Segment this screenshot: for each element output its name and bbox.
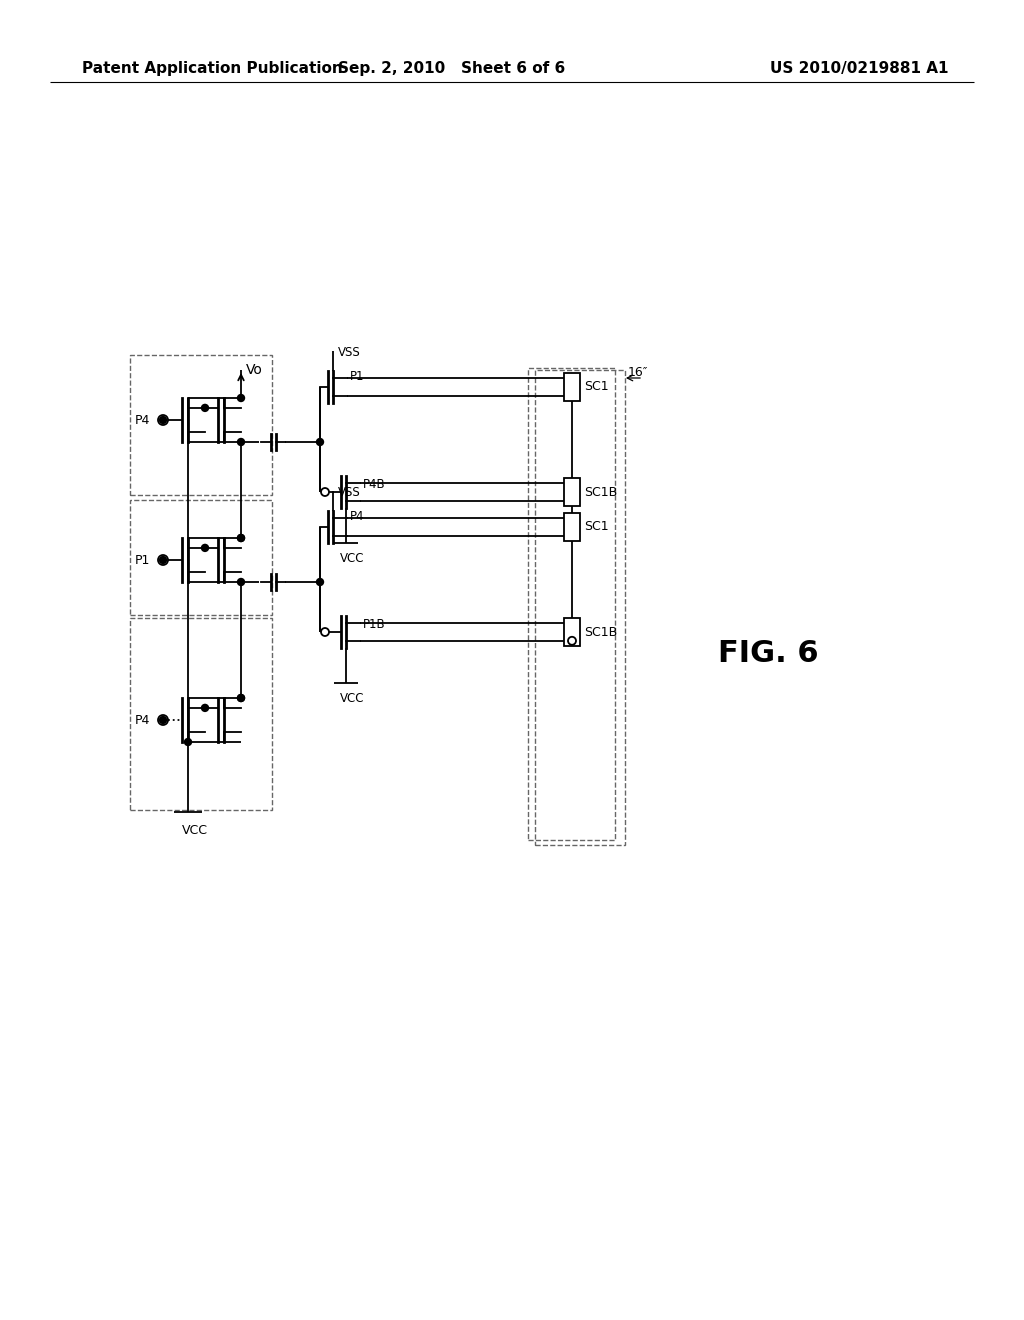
Text: P1: P1: [350, 371, 365, 384]
Text: FIG. 6: FIG. 6: [718, 639, 818, 668]
Text: SC1B: SC1B: [584, 486, 617, 499]
Circle shape: [238, 694, 245, 701]
Circle shape: [238, 535, 245, 541]
Circle shape: [238, 578, 245, 586]
Text: Patent Application Publication: Patent Application Publication: [82, 61, 343, 75]
Bar: [130, 500, 272, 615]
Text: VSS: VSS: [338, 346, 360, 359]
Bar: [564, 374, 580, 401]
Circle shape: [158, 715, 168, 725]
Circle shape: [202, 404, 209, 412]
Bar: [564, 478, 580, 506]
Text: VCC: VCC: [340, 692, 365, 705]
Text: SC1B: SC1B: [584, 626, 617, 639]
Bar: [535, 370, 625, 845]
Circle shape: [238, 694, 245, 701]
Circle shape: [238, 395, 245, 401]
Text: P4B: P4B: [362, 478, 386, 491]
Text: VCC: VCC: [340, 552, 365, 565]
Circle shape: [158, 554, 168, 565]
Text: Vo: Vo: [246, 363, 263, 378]
Circle shape: [321, 628, 329, 636]
Circle shape: [202, 544, 209, 552]
Circle shape: [184, 738, 191, 746]
Text: US 2010/0219881 A1: US 2010/0219881 A1: [770, 61, 948, 75]
Text: Sep. 2, 2010   Sheet 6 of 6: Sep. 2, 2010 Sheet 6 of 6: [338, 61, 565, 75]
Text: SC1: SC1: [584, 520, 608, 533]
Circle shape: [202, 705, 209, 711]
Text: P4: P4: [134, 413, 150, 426]
Bar: [528, 368, 615, 840]
Text: SC1: SC1: [584, 380, 608, 393]
Text: VCC: VCC: [182, 824, 208, 837]
Text: P4: P4: [350, 511, 365, 524]
Text: P1: P1: [134, 553, 150, 566]
Circle shape: [160, 417, 167, 424]
Bar: [564, 618, 580, 645]
Bar: [130, 618, 272, 810]
Text: VSS: VSS: [338, 487, 360, 499]
Circle shape: [316, 578, 324, 586]
Circle shape: [321, 488, 329, 496]
Bar: [130, 355, 272, 495]
Circle shape: [238, 535, 245, 541]
Text: P1B: P1B: [362, 618, 386, 631]
Bar: [564, 513, 580, 541]
Circle shape: [158, 414, 168, 425]
Circle shape: [568, 636, 575, 644]
Circle shape: [160, 557, 167, 564]
Circle shape: [316, 438, 324, 446]
Circle shape: [160, 717, 167, 723]
Text: P4: P4: [134, 714, 150, 726]
Circle shape: [238, 438, 245, 446]
Text: 16″: 16″: [628, 367, 648, 380]
